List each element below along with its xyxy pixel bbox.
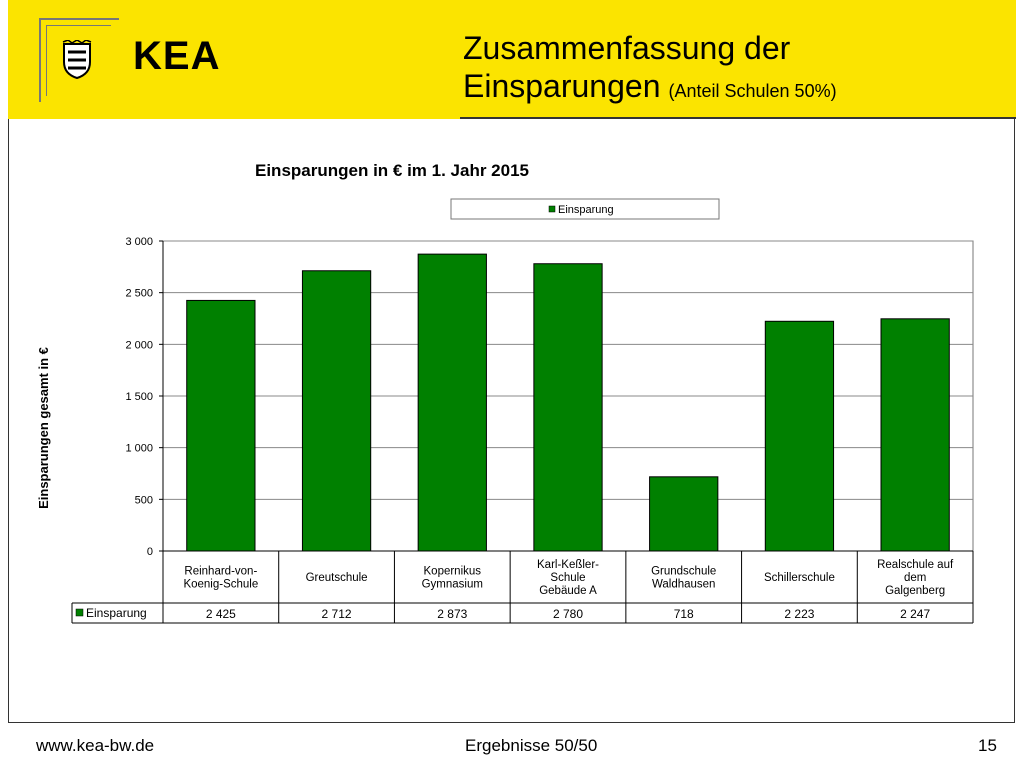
header-divider — [460, 117, 1016, 119]
table-row-header: Einsparung — [86, 606, 147, 620]
data-label: 2 712 — [322, 607, 352, 621]
y-tick-label: 2 500 — [125, 288, 153, 300]
data-label: 2 873 — [437, 607, 467, 621]
x-tick-label: Greutschule — [306, 572, 368, 584]
y-tick-label: 3 000 — [125, 236, 153, 248]
logo-frame-inner — [46, 25, 111, 96]
data-label: 2 780 — [553, 607, 583, 621]
bar — [649, 476, 719, 552]
y-axis: 0 500 1 000 1 500 2 000 2 500 3 000 — [125, 236, 164, 558]
x-tick-label: Reinhard-von-Koenig-Schule — [183, 566, 258, 591]
page-number: 15 — [978, 736, 997, 755]
data-table: Reinhard-von-Koenig-Schule Greutschule Kop… — [71, 550, 974, 624]
x-tick-label: Grundschule Waldhausen — [651, 566, 716, 591]
table-legend-swatch — [75, 608, 84, 617]
page-title-line2: Einsparungen (Anteil Schulen 50%) — [463, 68, 837, 109]
footer-website-link[interactable]: www.kea-bw.de — [36, 736, 155, 755]
y-tick-label: 500 — [135, 494, 153, 506]
bar — [764, 320, 835, 552]
bar — [417, 253, 487, 552]
y-tick-label: 2 000 — [125, 339, 153, 351]
bar — [880, 318, 950, 552]
legend-label: Einsparung — [558, 204, 614, 216]
page-title-sub: (Anteil Schulen 50%) — [668, 81, 837, 101]
legend-swatch — [548, 205, 556, 213]
chart-legend: Einsparung — [450, 198, 720, 220]
x-tick-label: Kopernikus Gymnasium — [422, 566, 483, 591]
legend-box — [450, 198, 720, 220]
y-axis-label: Einsparungen gesamt in € — [36, 347, 51, 509]
logo-frame — [39, 18, 119, 102]
bar — [186, 299, 256, 552]
page-title-line1: Zusammenfassung der — [463, 30, 791, 66]
x-tick-label: Karl-Keßler-Schule Gebäude A — [537, 559, 599, 597]
page-title-main: Einsparungen — [463, 68, 661, 104]
data-label: 2 425 — [206, 607, 236, 621]
x-tick-label: Realschule auf dem Galgenberg — [877, 559, 954, 597]
brand-logo-text: KEA — [133, 34, 221, 78]
slide-frame — [8, 119, 1015, 723]
y-tick-label: 1 000 — [125, 443, 153, 455]
footer-center-text: Ergebnisse 50/50 — [465, 736, 598, 755]
x-tick-label: Schillerschule — [764, 572, 835, 584]
bar — [533, 263, 603, 552]
bar — [301, 270, 372, 552]
y-tick-label: 1 500 — [125, 391, 153, 403]
data-label: 718 — [674, 607, 694, 621]
data-label: 2 223 — [784, 607, 814, 621]
data-label: 2 247 — [900, 607, 930, 621]
chart-title: Einsparungen in € im 1. Jahr 2015 — [255, 161, 529, 180]
header-bar — [8, 0, 1016, 119]
coat-of-arms-icon — [62, 40, 92, 80]
y-tick-label: 0 — [147, 546, 153, 558]
